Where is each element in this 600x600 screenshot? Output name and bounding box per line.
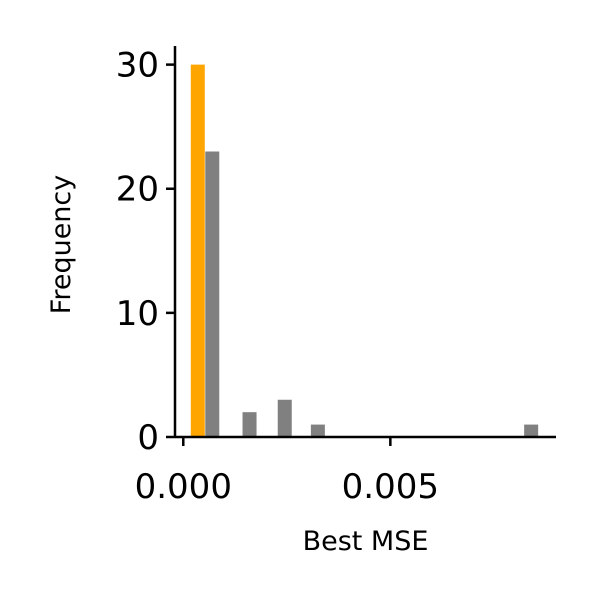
bars-group (190, 64, 539, 437)
bar-series-1-4 (524, 424, 539, 437)
bar-series-1-3 (310, 424, 325, 437)
y-ticks-group: 0 10 20 30 (116, 46, 175, 458)
x-tick-label: 0.000 (135, 467, 232, 507)
bar-series-1-2 (277, 399, 292, 437)
y-tick-label: 10 (116, 294, 159, 334)
x-tick-label: 0.005 (342, 467, 439, 507)
y-tick-label: 0 (137, 418, 159, 458)
bar-series-0-0 (190, 64, 205, 437)
bar-series-1-0 (205, 151, 220, 437)
y-tick-label: 30 (116, 46, 159, 86)
y-tick-label: 20 (116, 170, 159, 210)
x-axis-label: Best MSE (303, 526, 429, 557)
x-ticks-group: 0.000 0.005 (135, 437, 439, 507)
bar-series-1-1 (242, 412, 257, 437)
y-axis-label: Frequency (46, 175, 77, 315)
